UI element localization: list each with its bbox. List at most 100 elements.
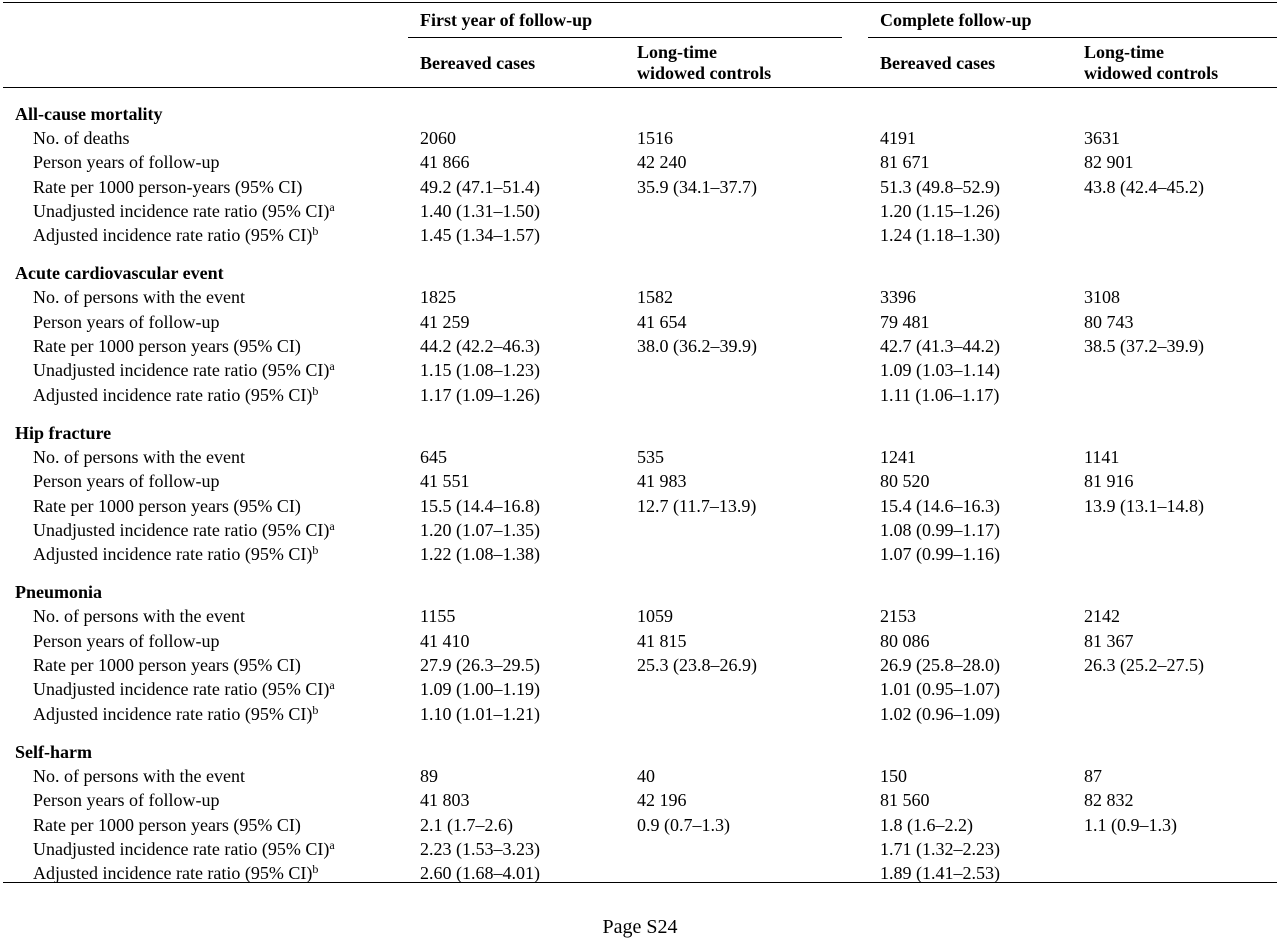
row-label-text: Person years of follow-up <box>33 630 220 651</box>
row-label-text: Adjusted incidence rate ratio (95% CI) <box>33 544 313 565</box>
table-row: Unadjusted incidence rate ratio (95% CI)… <box>0 837 1280 861</box>
row-label-text: Unadjusted incidence rate ratio (95% CI) <box>33 360 330 381</box>
row-label-text: No. of persons with the event <box>33 446 245 467</box>
row-label: Person years of follow-up <box>33 629 219 653</box>
table-cell: 1.09 (1.00–1.19) <box>420 679 540 700</box>
row-label: Rate per 1000 person years (95% CI) <box>33 813 301 837</box>
table-cell: 41 410 <box>420 630 470 651</box>
col-header-controls-line2: widowed controls <box>1084 63 1219 83</box>
table-cell: 1241 <box>880 446 916 467</box>
table-cell: 1155 <box>420 606 456 627</box>
row-label: Adjusted incidence rate ratio (95% CI)b <box>33 542 318 566</box>
col-header-controls-first-year: Long-time widowed controls <box>637 42 771 84</box>
table-cell: 42 240 <box>637 152 687 173</box>
table-cell: 12.7 (11.7–13.9) <box>637 495 757 516</box>
row-label: Rate per 1000 person years (95% CI) <box>33 653 301 677</box>
table-cell: 150 <box>880 765 907 786</box>
table-row: Person years of follow-up 41 259 41 654 79 … <box>0 310 1280 334</box>
footnote-marker: a <box>329 837 335 852</box>
row-label: Person years of follow-up <box>33 150 219 174</box>
footnote-marker: b <box>312 543 319 558</box>
row-label: Person years of follow-up <box>33 788 219 812</box>
section-title: Hip fracture <box>15 422 112 443</box>
table-cell: 4191 <box>880 128 916 148</box>
table-cell: 44.2 (42.2–46.3) <box>420 336 540 357</box>
table-cell: 1825 <box>420 287 456 308</box>
row-label-text: No. of persons with the event <box>33 287 245 308</box>
row-label: Adjusted incidence rate ratio (95% CI)b <box>33 861 318 885</box>
row-label-text: Adjusted incidence rate ratio (95% CI) <box>33 863 313 884</box>
table-row: Adjusted incidence rate ratio (95% CI)b 1… <box>0 702 1280 726</box>
table-cell: 3396 <box>880 287 916 308</box>
table-cell: 1.11 (1.06–1.17) <box>880 384 1000 405</box>
table-cell: 81 916 <box>1084 471 1134 492</box>
table-row: Person years of follow-up 41 410 41 815 80 … <box>0 629 1280 653</box>
table-cell: 1.02 (0.96–1.09) <box>880 703 1000 724</box>
row-label-text: Adjusted incidence rate ratio (95% CI) <box>33 703 313 724</box>
row-label: Rate per 1000 person-years (95% CI) <box>33 175 302 199</box>
table-cell: 51.3 (49.8–52.9) <box>880 176 1000 197</box>
table-row: Rate per 1000 person years (95% CI) 15.5 … <box>0 494 1280 518</box>
table-cell: 38.0 (36.2–39.9) <box>637 336 757 357</box>
table-cell: 535 <box>637 446 664 467</box>
table-top-rule <box>3 2 1277 3</box>
table-row: Unadjusted incidence rate ratio (95% CI)… <box>0 358 1280 382</box>
table-cell: 1.40 (1.31–1.50) <box>420 200 540 221</box>
col-header-bereaved-first-year: Bereaved cases <box>420 53 536 73</box>
table-row: Adjusted incidence rate ratio (95% CI)b 2… <box>0 861 1280 885</box>
table-cell: 0.9 (0.7–1.3) <box>637 814 730 835</box>
row-label-text: Person years of follow-up <box>33 152 220 173</box>
table-cell: 1.01 (0.95–1.07) <box>880 679 1000 700</box>
row-label: No. of persons with the event <box>33 285 245 309</box>
row-label-text: Rate per 1000 person years (95% CI) <box>33 495 301 516</box>
row-label-text: Rate per 1000 person years (95% CI) <box>33 814 301 835</box>
table-row: Person years of follow-up 41 551 41 983 80 … <box>0 469 1280 493</box>
table-cell: 1059 <box>637 606 673 627</box>
footnote-marker: b <box>312 862 319 877</box>
table-cell: 1.20 (1.15–1.26) <box>880 200 1000 221</box>
section-title: Pneumonia <box>15 582 103 603</box>
table-cell: 15.5 (14.4–16.8) <box>420 495 540 516</box>
table-row: Rate per 1000 person years (95% CI) 2.1 (… <box>0 813 1280 837</box>
table-cell: 79 481 <box>880 311 930 332</box>
row-label-text: Unadjusted incidence rate ratio (95% CI) <box>33 200 330 221</box>
table-cell: 41 551 <box>420 471 470 492</box>
table-cell: 1.1 (0.9–1.3) <box>1084 814 1177 835</box>
table-cell: 15.4 (14.6–16.3) <box>880 495 1000 516</box>
table-row: Adjusted incidence rate ratio (95% CI)b 1… <box>0 223 1280 247</box>
row-label: No. of persons with the event <box>33 445 245 469</box>
row-label: Adjusted incidence rate ratio (95% CI)b <box>33 223 318 247</box>
table-cell: 80 086 <box>880 630 930 651</box>
footnote-marker: b <box>312 224 319 239</box>
group-rule-first-year <box>408 37 842 38</box>
table-cell: 35.9 (34.1–37.7) <box>637 176 757 197</box>
row-label: Unadjusted incidence rate ratio (95% CI)… <box>33 358 335 382</box>
table-row: Rate per 1000 person years (95% CI) 27.9 … <box>0 653 1280 677</box>
table-row: No. of persons with the event 1825 1582 339… <box>0 285 1280 309</box>
table-cell: 645 <box>420 446 447 467</box>
row-label: Unadjusted incidence rate ratio (95% CI)… <box>33 199 335 223</box>
table-cell: 1.15 (1.08–1.23) <box>420 360 540 381</box>
table-row: Rate per 1000 person-years (95% CI) 49.2 … <box>0 175 1280 199</box>
table-cell: 3108 <box>1084 287 1120 308</box>
row-label-text: Adjusted incidence rate ratio (95% CI) <box>33 384 313 405</box>
col-header-bereaved-complete: Bereaved cases <box>880 53 996 73</box>
table-cell: 87 <box>1084 765 1102 786</box>
col-header-controls-line1: Long-time <box>1084 42 1164 62</box>
table-cell: 82 832 <box>1084 790 1134 811</box>
row-label: Adjusted incidence rate ratio (95% CI)b <box>33 702 318 726</box>
table-cell: 1.24 (1.18–1.30) <box>880 225 1000 246</box>
table-cell: 1.71 (1.32–2.23) <box>880 838 1000 859</box>
row-label-text: Unadjusted incidence rate ratio (95% CI) <box>33 838 330 859</box>
table-cell: 2.1 (1.7–2.6) <box>420 814 513 835</box>
table-cell: 42.7 (41.3–44.2) <box>880 336 1000 357</box>
row-label: Person years of follow-up <box>33 310 219 334</box>
table-cell: 43.8 (42.4–45.2) <box>1084 176 1204 197</box>
table-cell: 1141 <box>1084 446 1120 467</box>
footnote-marker: a <box>329 518 335 533</box>
row-label: No. of deaths <box>33 126 129 150</box>
table-cell: 81 367 <box>1084 630 1134 651</box>
row-label-text: Rate per 1000 person years (95% CI) <box>33 336 301 357</box>
table-cell: 1.09 (1.03–1.14) <box>880 360 1000 381</box>
table-cell: 41 866 <box>420 152 470 173</box>
